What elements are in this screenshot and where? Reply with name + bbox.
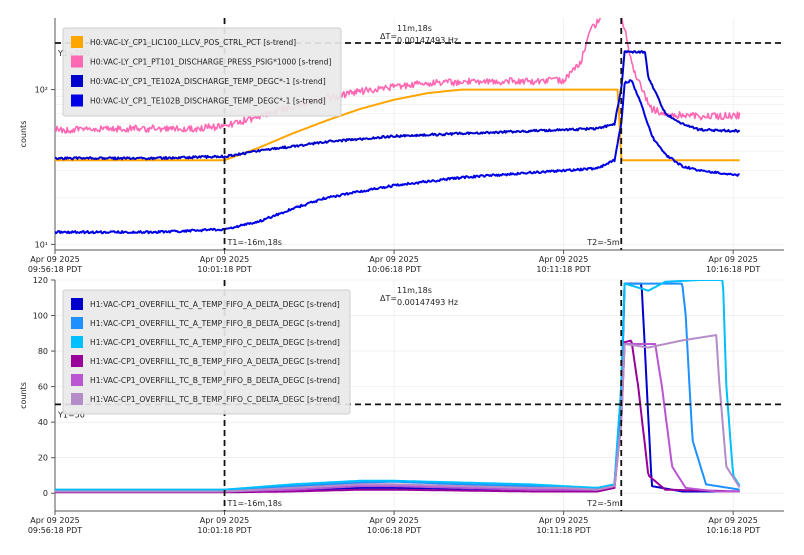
x-tick-time: 10:11:18 PDT xyxy=(536,265,590,274)
legend-swatch-3 xyxy=(71,336,83,348)
y-ticks: 10¹ 10² xyxy=(35,86,55,249)
delta-t-frequency: 0.00147493 Hz xyxy=(397,36,458,45)
y-tick-label: 20 xyxy=(38,454,48,463)
y-ticks: 0 20 40 60 80 100 120 xyxy=(33,276,55,498)
series-line-3 xyxy=(55,280,741,491)
x-tick-time: 10:01:18 PDT xyxy=(197,526,251,535)
x-tick-date: Apr 09 2025 xyxy=(708,255,757,264)
legend-entry-4: H0:VAC-LY_CP1_TE102B_DISCHARGE_TEMP_DEGC… xyxy=(90,97,326,106)
y-tick-label: 40 xyxy=(38,418,48,427)
legend-box xyxy=(62,27,342,117)
x-tick-date: Apr 09 2025 xyxy=(369,255,418,264)
series-line-6 xyxy=(55,334,741,493)
y-tick-label: 10¹ xyxy=(35,240,48,249)
legend-swatch-4 xyxy=(71,94,83,107)
legend-swatch-1 xyxy=(71,298,83,310)
t2-cursor-label: T2=-5m xyxy=(586,499,620,508)
x-tick-time: 09:56:18 PDT xyxy=(28,526,82,535)
t1-cursor-label: T1=-16m,18s xyxy=(227,499,282,508)
x-tick-date: Apr 09 2025 xyxy=(708,516,757,525)
legend-swatch-3 xyxy=(71,75,83,87)
delta-t-value: 11m,18s xyxy=(397,286,432,295)
delta-t-value: 11m,18s xyxy=(397,24,432,33)
legend: H1:VAC-CP1_OVERFILL_TC_A_TEMP_FIFO_A_DEL… xyxy=(62,289,351,415)
y-tick-label: 10² xyxy=(35,86,48,95)
t2-cursor-label: T2=-5m xyxy=(586,238,620,247)
legend-swatch-2 xyxy=(71,317,83,329)
y-axis-label: counts xyxy=(19,382,28,409)
legend-swatch-6 xyxy=(71,393,83,405)
x-tick-time: 10:11:18 PDT xyxy=(536,526,590,535)
series-line-1 xyxy=(55,88,740,162)
y-tick-label: 60 xyxy=(38,383,48,392)
legend-entry-5: H1:VAC-CP1_OVERFILL_TC_B_TEMP_FIFO_B_DEL… xyxy=(90,376,340,385)
x-tick-date: Apr 09 2025 xyxy=(30,516,79,525)
y-tick-label: 80 xyxy=(38,347,48,356)
x-tick-time: 10:16:18 PDT xyxy=(706,526,760,535)
x-tick-time: 10:16:18 PDT xyxy=(706,265,760,274)
series-group xyxy=(55,280,741,494)
delta-t-frequency: 0.00147493 Hz xyxy=(397,298,458,307)
legend-entry-1: H0:VAC-LY_CP1_LIC100_LLCV_POS_CTRL_PCT [… xyxy=(90,38,296,47)
series-group xyxy=(55,18,741,235)
legend-entry-1: H1:VAC-CP1_OVERFILL_TC_A_TEMP_FIFO_A_DEL… xyxy=(90,300,340,309)
x-tick-time: 09:56:18 PDT xyxy=(28,265,82,274)
legend-entry-2: H1:VAC-CP1_OVERFILL_TC_A_TEMP_FIFO_B_DEL… xyxy=(90,319,340,328)
x-tick-date: Apr 09 2025 xyxy=(539,255,588,264)
legend-entry-6: H1:VAC-CP1_OVERFILL_TC_B_TEMP_FIFO_C_DEL… xyxy=(90,395,340,404)
x-tick-date: Apr 09 2025 xyxy=(200,255,249,264)
series-line-4 xyxy=(55,79,740,235)
legend-box xyxy=(62,289,351,415)
series-line-2 xyxy=(55,18,741,134)
x-tick-time: 10:06:18 PDT xyxy=(367,265,421,274)
y-tick-label: 100 xyxy=(33,312,48,321)
t1-cursor-label: T1=-16m,18s xyxy=(227,238,282,247)
y-tick-label: 120 xyxy=(33,276,48,285)
legend-entry-4: H1:VAC-CP1_OVERFILL_TC_B_TEMP_FIFO_A_DEL… xyxy=(90,357,340,366)
delta-t-label: ΔT= xyxy=(380,294,397,303)
x-tick-date: Apr 09 2025 xyxy=(30,255,79,264)
legend-swatch-4 xyxy=(71,355,83,367)
legend-entry-3: H1:VAC-CP1_OVERFILL_TC_A_TEMP_FIFO_C_DEL… xyxy=(90,338,340,347)
y-tick-label: 0 xyxy=(43,489,48,498)
legend-entry-2: H0:VAC-LY_CP1_PT101_DISCHARGE_PRESS_PSIG… xyxy=(90,58,332,67)
x-tick-date: Apr 09 2025 xyxy=(200,516,249,525)
y-axis-label: counts xyxy=(19,121,28,148)
x-tick-time: 10:01:18 PDT xyxy=(197,265,251,274)
x-tick-date: Apr 09 2025 xyxy=(369,516,418,525)
legend-swatch-1 xyxy=(71,36,83,48)
x-tick-date: Apr 09 2025 xyxy=(539,516,588,525)
legend-swatch-5 xyxy=(71,374,83,386)
legend: H0:VAC-LY_CP1_LIC100_LLCV_POS_CTRL_PCT [… xyxy=(62,27,342,117)
series-line-3 xyxy=(55,50,741,161)
y1-cursor-label: Y1=50 xyxy=(57,410,85,419)
legend-swatch-2 xyxy=(71,55,83,68)
delta-t-label: ΔT= xyxy=(380,32,397,41)
x-tick-time: 10:06:18 PDT xyxy=(367,526,421,535)
legend-entry-3: H0:VAC-LY_CP1_TE102A_DISCHARGE_TEMP_DEGC… xyxy=(90,77,326,86)
